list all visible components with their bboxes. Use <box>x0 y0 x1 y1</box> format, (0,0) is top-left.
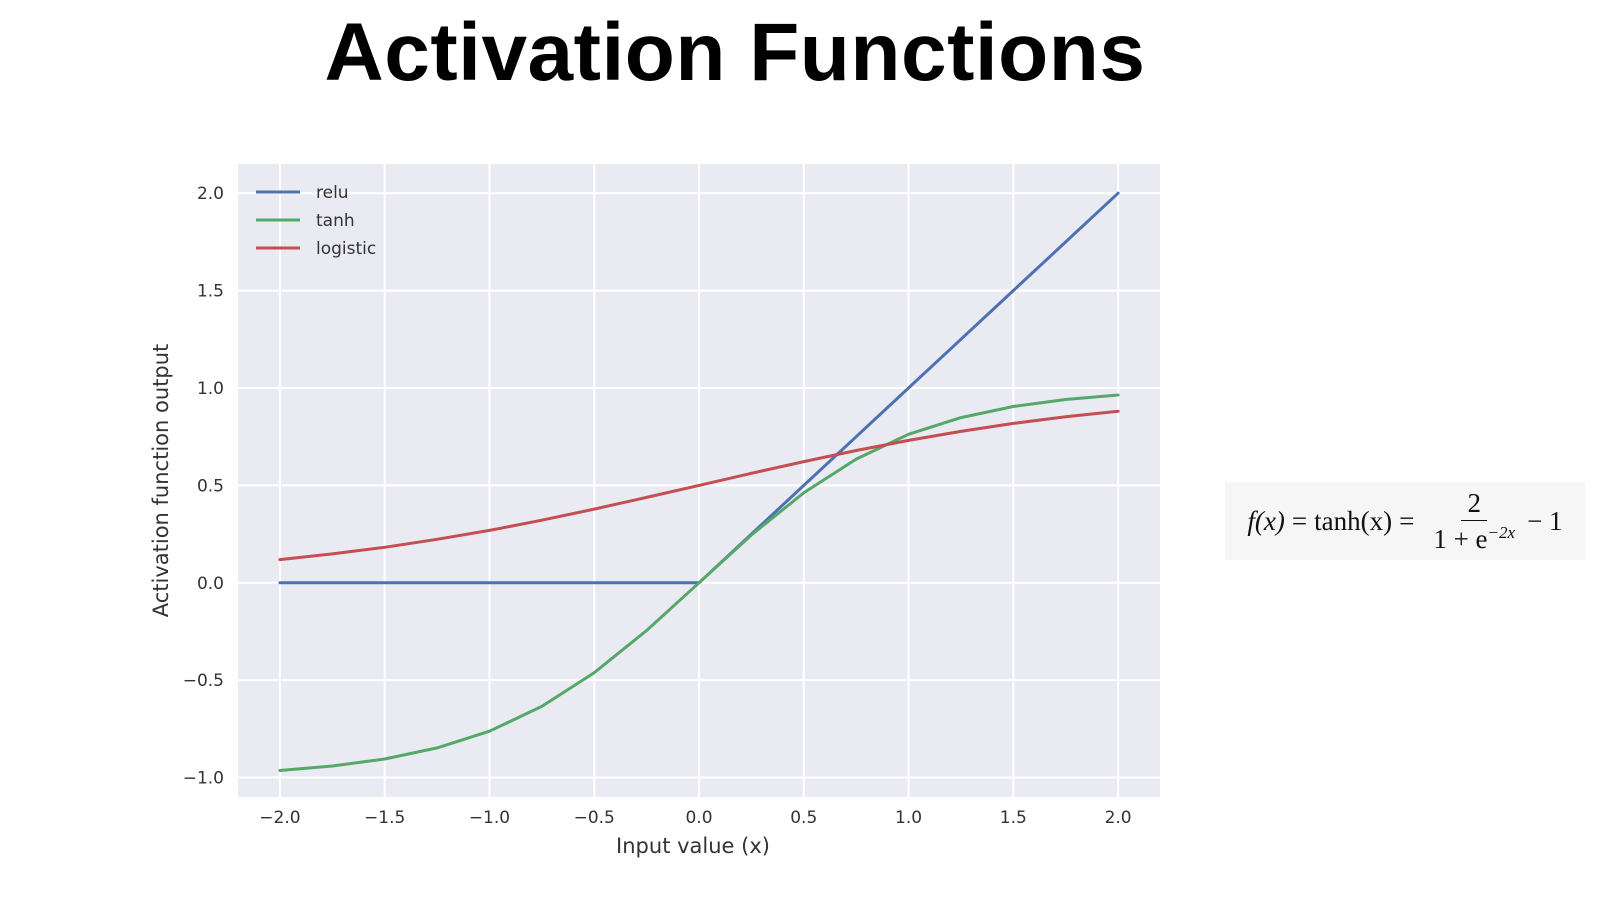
x-tick-label: −0.5 <box>574 808 615 828</box>
x-tick-label: 1.0 <box>895 808 922 828</box>
y-tick-label: −0.5 <box>183 671 224 691</box>
formula-numerator: 2 <box>1461 488 1487 521</box>
legend-label-relu: relu <box>316 183 349 203</box>
formula-denominator: 1 + e−2x <box>1427 521 1521 554</box>
x-tick-label: −1.5 <box>364 808 405 828</box>
tanh-formula: f(x) = tanh(x) = 2 1 + e−2x − 1 <box>1225 482 1585 560</box>
x-axis-label: Input value (x) <box>616 834 770 858</box>
formula-fraction: 2 1 + e−2x <box>1427 488 1521 554</box>
x-tick-label: 2.0 <box>1105 808 1132 828</box>
x-tick-label: 1.5 <box>1000 808 1027 828</box>
formula-denominator-base: 1 + e <box>1433 524 1488 554</box>
formula-exponent: −2x <box>1487 523 1516 542</box>
series-line-logistic <box>278 409 1120 562</box>
y-tick-label: 0.5 <box>197 476 224 496</box>
formula-equals-1: = <box>1291 505 1308 536</box>
legend-label-tanh: tanh <box>316 211 355 231</box>
formula-tail: − 1 <box>1527 505 1563 536</box>
x-tick-label: 0.0 <box>685 808 712 828</box>
formula-lhs: f(x) <box>1247 505 1285 536</box>
series-line-tanh <box>278 393 1120 772</box>
legend-label-logistic: logistic <box>316 239 376 259</box>
formula-tanh: tanh(x) <box>1314 505 1393 536</box>
y-tick-label: 1.5 <box>197 282 224 302</box>
formula-equals-2: = <box>1399 505 1415 536</box>
x-tick-label: −2.0 <box>259 808 300 828</box>
y-axis-label: Activation function output <box>149 344 173 618</box>
y-tick-label: 0.0 <box>197 574 224 594</box>
y-tick-label: −1.0 <box>183 769 224 789</box>
slide-title: Activation Functions <box>324 7 1146 98</box>
y-tick-label: 1.0 <box>197 379 224 399</box>
x-tick-label: 0.5 <box>790 808 817 828</box>
y-tick-label: 2.0 <box>197 184 224 204</box>
x-tick-label: −1.0 <box>469 808 510 828</box>
